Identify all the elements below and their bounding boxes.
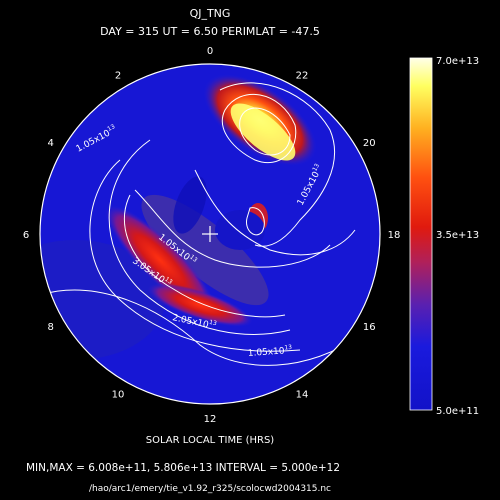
source-path: /hao/arc1/emery/tie_v1.92_r325/scolocwd2… — [89, 484, 331, 494]
contour-upper-outer — [219, 82, 335, 247]
contour-center — [134, 189, 331, 268]
contour-upper-inner — [239, 107, 291, 156]
pole-marker — [202, 226, 218, 242]
hour-label-6: 6 — [23, 230, 29, 241]
field-shading — [40, 74, 317, 360]
hour-label-2: 2 — [115, 71, 121, 82]
hour-label-0: 0 — [207, 46, 213, 57]
contour-right-arc — [194, 169, 356, 256]
chart-title: QJ_TNG — [190, 7, 231, 20]
contour-lines — [40, 82, 361, 366]
contour-band-outer — [89, 159, 301, 352]
contour-upper-mid — [221, 94, 297, 163]
hour-label-16: 16 — [363, 322, 376, 333]
hour-label-8: 8 — [48, 322, 54, 333]
polar-boundary — [39, 63, 381, 405]
hour-labels: 0 2 4 6 8 10 12 14 16 18 20 22 — [23, 46, 401, 425]
hour-label-12: 12 — [204, 414, 217, 425]
hour-label-20: 20 — [363, 138, 376, 149]
minmax-text: MIN,MAX = 6.008e+11, 5.806e+13 INTERVAL … — [26, 462, 340, 474]
contour-band-inner — [123, 194, 286, 318]
hour-label-22: 22 — [296, 71, 309, 82]
hour-label-14: 14 — [296, 389, 309, 400]
hour-label-4: 4 — [48, 138, 54, 149]
colorbar-mid-label: 3.5e+13 — [436, 230, 479, 241]
contour-band — [108, 139, 291, 335]
hour-label-18: 18 — [388, 230, 401, 241]
colorbar-max-label: 7.0e+13 — [436, 56, 479, 67]
contour-outer-bottom — [40, 289, 361, 366]
polar-plot — [39, 63, 381, 405]
x-axis-label: SOLAR LOCAL TIME (HRS) — [146, 435, 275, 446]
hour-label-10: 10 — [112, 389, 125, 400]
contour-label-bottom: 1.05x1013 — [247, 344, 292, 359]
chart-subtitle: DAY = 315 UT = 6.50 PERIMLAT = -47.5 — [100, 25, 320, 38]
colorbar — [409, 57, 433, 411]
contour-small-closed — [245, 207, 265, 236]
colorbar-min-label: 5.0e+11 — [436, 406, 479, 417]
